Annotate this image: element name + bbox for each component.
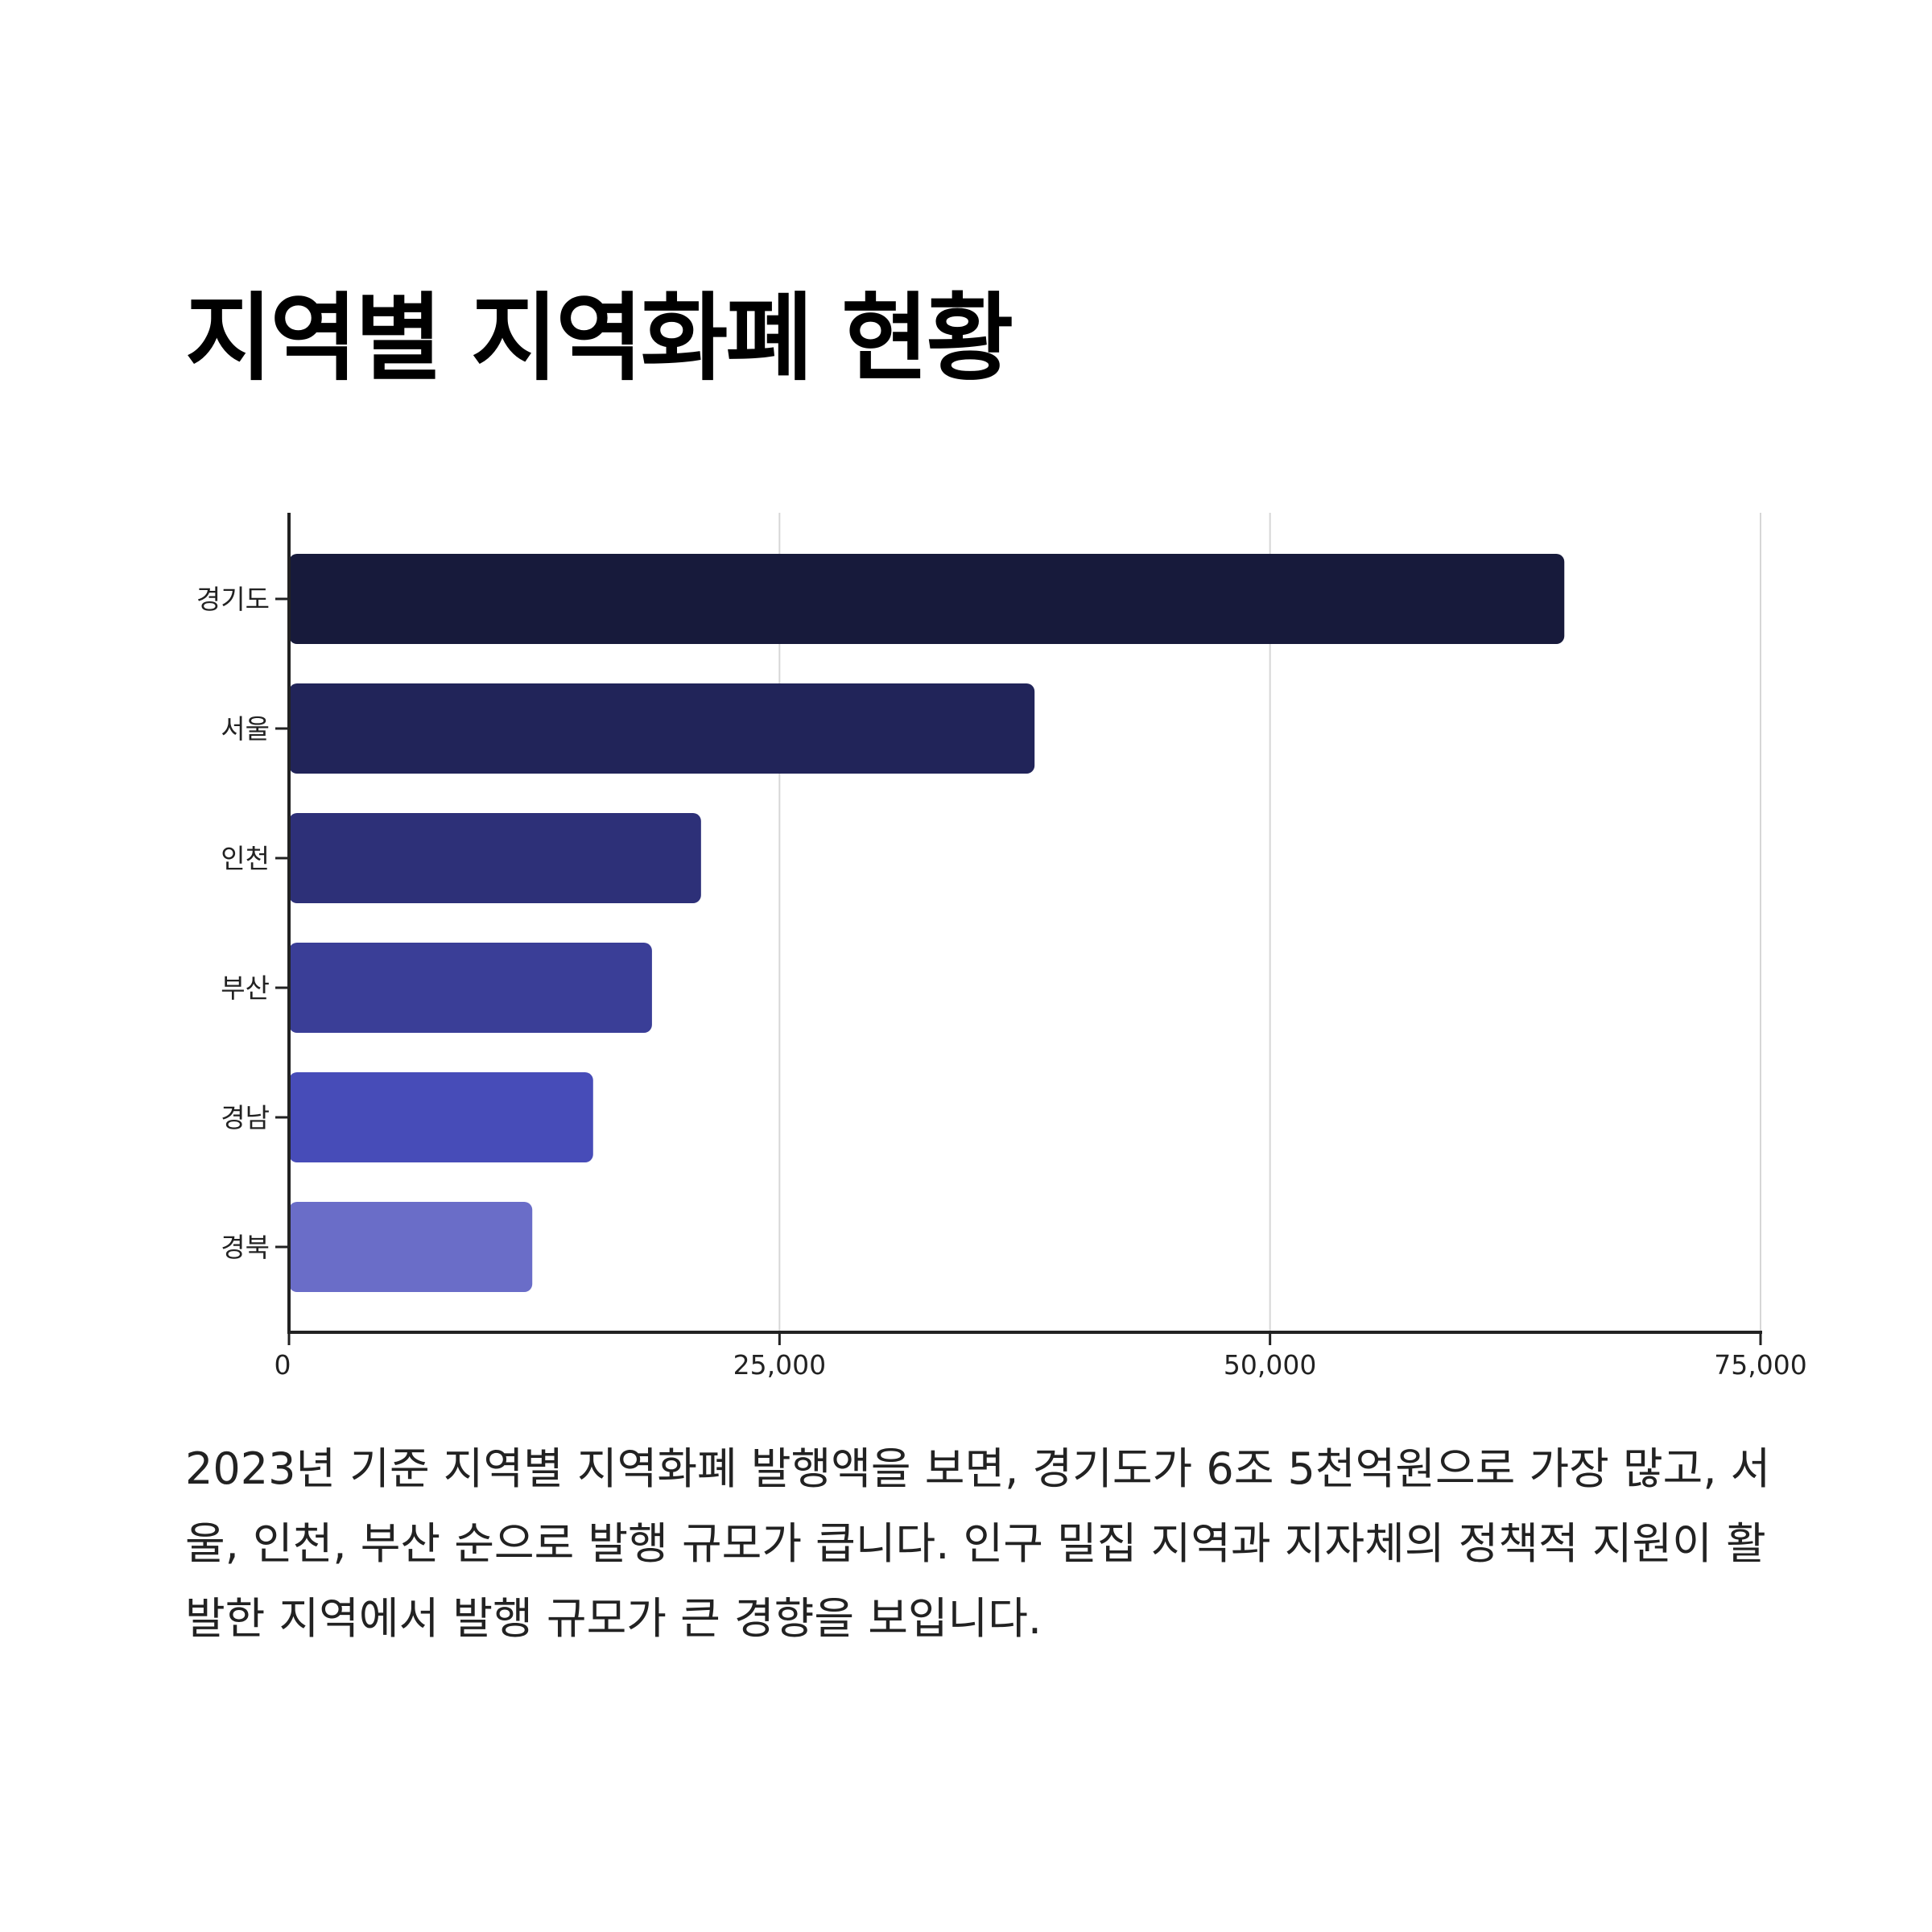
gridlines [778, 513, 1761, 1332]
bar-2 [289, 813, 701, 903]
bar-4 [289, 1072, 593, 1162]
x-tick-label-2: 50,000 [1224, 1349, 1316, 1381]
x-tick-label-0: 0 [275, 1349, 291, 1381]
y-tick-label-5: 경북 [221, 1232, 270, 1263]
axes [275, 513, 1762, 1345]
x-tick-label-1: 25,000 [733, 1349, 826, 1381]
bar-3 [289, 943, 652, 1033]
bar-0 [289, 554, 1565, 644]
bar-1 [289, 683, 1035, 774]
chart-title: 지역별 지역화폐 현황 [185, 283, 1013, 394]
bars [289, 554, 1565, 1292]
y-tick-label-2: 인천 [221, 843, 270, 874]
y-tick-label-1: 서울 [221, 713, 270, 745]
chart-description: 2023년 기준 지역별 지역화폐 발행액을 보면, 경기도가 6조 5천억원으… [185, 1443, 1771, 1644]
bar-5 [289, 1202, 533, 1292]
y-tick-label-3: 부산 [221, 972, 270, 1004]
x-tick-label-3: 75,000 [1714, 1349, 1806, 1381]
y-tick-label-4: 경남 [221, 1102, 270, 1133]
y-tick-label-0: 경기도 [196, 584, 270, 615]
